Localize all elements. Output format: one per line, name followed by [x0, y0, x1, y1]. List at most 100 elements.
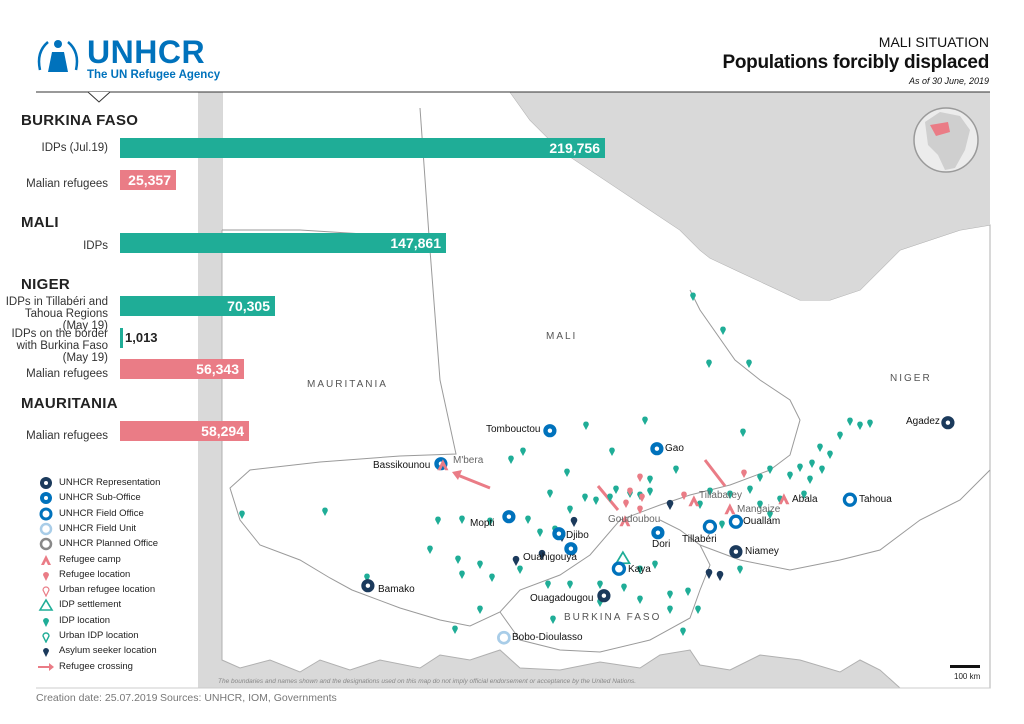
legend-label: Urban IDP location	[59, 630, 139, 641]
asylum-seeker-location-icon	[570, 516, 578, 527]
idp-location-icon	[746, 359, 752, 368]
country-label-niger: NIGER	[890, 373, 932, 384]
idp-location-icon	[517, 565, 523, 574]
refugee-camp-icon	[778, 493, 790, 505]
urban-refugee-location-icon	[42, 586, 50, 598]
place-label: Agadez	[906, 416, 940, 427]
idp-location-icon	[647, 487, 653, 496]
west-region	[198, 92, 222, 230]
refugee-bar: 58,294	[120, 421, 249, 441]
globe-highlight	[930, 122, 950, 136]
refugee-crossing-arrow-head	[452, 470, 462, 480]
idp-location-icon	[652, 560, 658, 569]
bar-value: 147,861	[390, 235, 441, 251]
logo-name: UNHCR	[87, 34, 206, 70]
legend-label: UNHCR Planned Office	[59, 538, 159, 550]
idp-location-icon	[435, 516, 441, 525]
idp-location-icon	[680, 627, 686, 636]
idp-location-icon	[609, 447, 615, 456]
idp-bar: 147,861	[120, 233, 446, 253]
bar-value: 58,294	[201, 423, 244, 439]
refugee-crossing-arrow	[703, 459, 727, 487]
scale-bar	[950, 665, 980, 668]
place-label: M'bera	[453, 455, 484, 466]
idp-location-icon	[695, 605, 701, 614]
country-label-burkina-faso: BURKINA FASO	[564, 612, 662, 623]
place-label: Djibo	[566, 530, 589, 541]
refugee-camp-icon	[437, 459, 449, 471]
place-label: Mopti	[470, 518, 495, 529]
idp-location-icon	[706, 359, 712, 368]
idp-location-icon	[607, 493, 613, 502]
idp-bar	[120, 328, 123, 348]
place-label: Dori	[652, 539, 671, 550]
idp-location-icon	[719, 520, 725, 529]
unhcr-sub-office-icon	[651, 526, 665, 540]
unhcr-sub-office-icon	[543, 424, 557, 438]
bar-value: 25,357	[128, 172, 171, 188]
idp-location-icon	[667, 605, 673, 614]
idp-location-icon	[637, 565, 643, 574]
place-label: Kaya	[628, 564, 651, 575]
idp-location-icon	[757, 473, 763, 482]
legend-label: IDP location	[59, 614, 111, 626]
legend-label: Asylum seeker location	[59, 645, 157, 657]
refugee-camp-icon	[724, 503, 736, 515]
asylum-seeker-location-icon	[705, 568, 713, 579]
idp-location-icon	[547, 489, 553, 498]
legend-label: Refugee camp	[59, 553, 121, 565]
unhcr-representation-icon	[40, 477, 52, 489]
logo-subtitle: The UN Refugee Agency	[87, 69, 221, 81]
legend-label: UNHCR Representation	[59, 477, 161, 488]
idp-location-icon	[809, 459, 815, 468]
category-label: Malian refugees	[26, 368, 108, 380]
idp-locations	[239, 292, 873, 636]
map-kicker: MALI SITUATION	[878, 34, 989, 50]
place-label: Ouahigouya	[523, 552, 577, 563]
idp-location-icon	[322, 507, 328, 516]
country-heading: NIGER	[21, 276, 71, 293]
refugee-location-icon	[637, 473, 643, 482]
idp-location-icon	[477, 605, 483, 614]
idp-location-icon	[427, 545, 433, 554]
unhcr-field-office-icon	[702, 519, 718, 534]
idp-location-icon	[690, 292, 696, 301]
unhcr-sub-office-icon	[564, 542, 578, 556]
bar-value: 1,013	[125, 330, 158, 345]
idp-location-icon	[525, 515, 531, 524]
idp-location-icon	[767, 510, 773, 519]
unhcr-representation-icon	[597, 589, 611, 603]
place-label: Mangaize	[737, 504, 781, 515]
refugee-camp-icon	[619, 515, 631, 527]
idp-location-icon	[757, 500, 763, 509]
idp-location-icon	[647, 475, 653, 484]
country-label-mauritania: MAURITANIA	[307, 379, 388, 390]
place-label: Tahoua	[859, 494, 892, 505]
unhcr-field-unit-icon	[497, 630, 511, 645]
idp-location-icon	[582, 493, 588, 502]
refugee-location-icon	[43, 571, 49, 581]
idp-location-icon	[550, 615, 556, 624]
unhcr-sub-office-icon	[552, 527, 566, 541]
idp-location-icon	[452, 625, 458, 634]
legend-label: IDP settlement	[59, 599, 122, 611]
logo: UNHCR The UN Refugee Agency	[87, 36, 220, 81]
refugee-location-icon	[681, 491, 687, 500]
category-label: IDPs	[83, 240, 108, 252]
place-label: Tillabarey	[699, 490, 742, 501]
legend-label: UNHCR Sub-Office	[59, 492, 141, 504]
refugee-camp-icon	[688, 495, 700, 507]
place-label: Ouagadougou	[530, 593, 594, 604]
idp-location-icon	[720, 326, 726, 335]
idp-location-icon	[837, 431, 843, 440]
refugee-location-icon	[637, 505, 643, 514]
idp-location-icon	[567, 505, 573, 514]
refugee-location-icon	[639, 493, 645, 502]
place-label: Goudoubou	[608, 514, 661, 525]
asylum-seeker-location-icon	[716, 570, 724, 581]
refugee-bar: 25,357	[120, 170, 176, 190]
idp-location-icon	[520, 447, 526, 456]
idp-location-icon	[747, 485, 753, 494]
map-date: As of 30 June, 2019	[908, 76, 989, 86]
